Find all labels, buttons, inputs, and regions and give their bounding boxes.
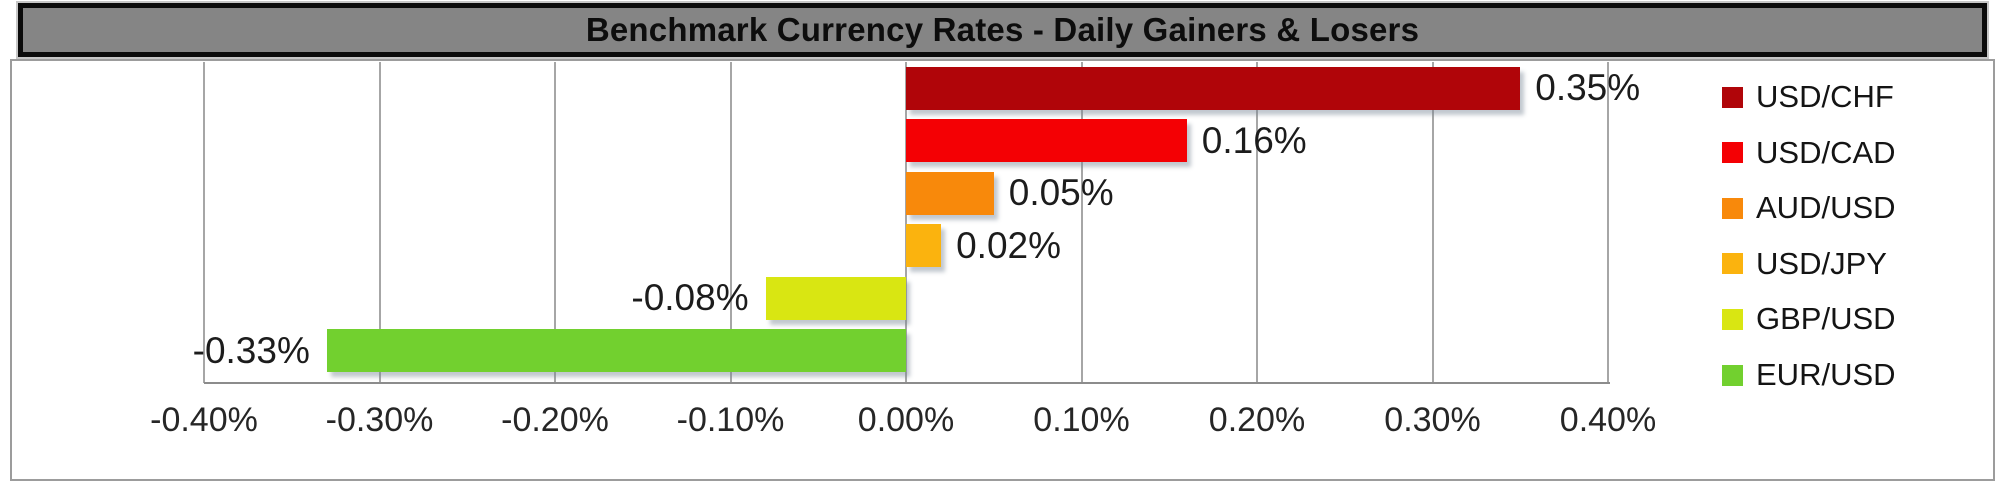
legend-label: EUR/USD (1756, 357, 1896, 392)
legend-swatch-icon (1722, 253, 1743, 275)
gridline (554, 62, 556, 383)
bar-value-label-usd-jpy: 0.02% (956, 224, 1062, 266)
legend-item-gbp-usd: GBP/USD (1722, 292, 1896, 346)
legend-swatch-icon (1722, 308, 1743, 330)
legend-label: GBP/USD (1756, 301, 1896, 337)
legend: USD/CHF USD/CAD AUD/USD USD/JPY GBP/USD EUR/U… (1722, 0, 1982, 488)
legend-item-aud-usd: AUD/USD (1722, 181, 1896, 235)
gridline (378, 62, 381, 383)
bar-aud-usd (906, 171, 994, 215)
legend-label: AUD/USD (1756, 190, 1896, 226)
x-tick-label: 0.10% (1033, 401, 1130, 439)
bar-value-label-usd-chf: 0.35% (1535, 67, 1641, 108)
x-tick-label: -0.10% (676, 401, 785, 439)
bar-gbp-usd (765, 276, 906, 320)
x-tick-label: 0.40% (1559, 401, 1657, 439)
gridline (729, 62, 732, 383)
x-tick-label: -0.40% (150, 401, 258, 439)
x-tick-label: -0.30% (325, 401, 434, 439)
bar-value-label-gbp-usd: -0.08% (631, 277, 749, 318)
bar-value-label-usd-cad: 0.16% (1201, 119, 1307, 161)
gridline (1607, 62, 1609, 383)
gridline (203, 62, 205, 383)
legend-label: USD/JPY (1756, 245, 1887, 281)
gridline (1431, 62, 1434, 383)
gridline (905, 62, 907, 383)
bar-value-label-aud-usd: 0.05% (1008, 172, 1114, 213)
legend-swatch-icon (1722, 86, 1743, 108)
chart-title-bar: Benchmark Currency Rates - Daily Gainers… (18, 3, 1987, 57)
x-tick-label: 0.20% (1208, 401, 1306, 439)
gridline (1080, 62, 1083, 383)
legend-swatch-icon (1722, 364, 1743, 386)
legend-item-eur-usd: EUR/USD (1722, 348, 1896, 402)
legend-swatch-icon (1722, 142, 1743, 164)
legend-item-usd-chf: USD/CHF (1722, 70, 1894, 124)
x-axis-line (204, 382, 1610, 384)
x-tick-label: -0.20% (501, 401, 609, 439)
bar-usd-cad (906, 119, 1187, 162)
legend-label: USD/CHF (1756, 79, 1894, 114)
x-tick-label: 0.00% (857, 401, 955, 439)
legend-label: USD/CAD (1756, 134, 1896, 170)
bar-usd-chf (906, 66, 1521, 110)
legend-item-usd-cad: USD/CAD (1722, 126, 1896, 180)
bar-eur-usd (326, 329, 906, 372)
legend-swatch-icon (1722, 197, 1743, 219)
x-tick-label: 0.30% (1384, 401, 1481, 439)
bar-usd-jpy (906, 224, 942, 267)
chart-title: Benchmark Currency Rates - Daily Gainers… (585, 11, 1420, 48)
legend-item-usd-jpy: USD/JPY (1722, 237, 1887, 291)
gridline (1256, 62, 1258, 383)
bar-value-label-eur-usd: -0.33% (192, 329, 310, 371)
